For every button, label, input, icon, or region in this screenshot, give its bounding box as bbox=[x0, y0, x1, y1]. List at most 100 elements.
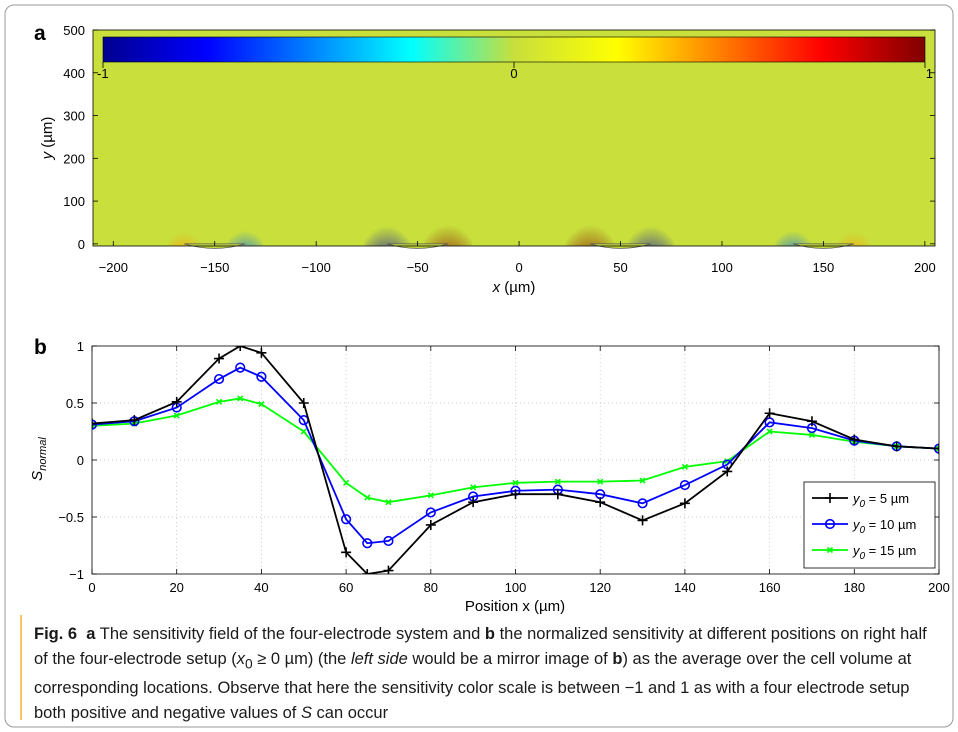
marker-x bbox=[554, 478, 561, 485]
marker-circle bbox=[341, 514, 352, 525]
heatmap-x-tick-label: −200 bbox=[99, 260, 128, 275]
line-chart-series bbox=[92, 346, 939, 574]
marker-plus bbox=[171, 396, 182, 407]
marker-x bbox=[215, 398, 223, 405]
caption-text-1: The sensitivity field of the four-electr… bbox=[95, 625, 485, 643]
caption-left-side: left side bbox=[350, 650, 408, 668]
heatmap-x-tick-label: −150 bbox=[200, 260, 229, 275]
marker-plus bbox=[425, 519, 436, 530]
marker-circle bbox=[235, 362, 246, 373]
heatmap-hotspot bbox=[837, 220, 871, 246]
colorbar-tick-label: 1 bbox=[926, 66, 933, 81]
line-chart-x-tick-label: 0 bbox=[88, 580, 95, 595]
heatmap-hotspot bbox=[775, 217, 811, 246]
marker-circle bbox=[679, 479, 691, 491]
marker-plus bbox=[552, 489, 563, 500]
line-chart-x-tick-label: 40 bbox=[254, 580, 268, 595]
marker-plus bbox=[235, 346, 246, 351]
marker-x bbox=[300, 428, 307, 435]
marker-x bbox=[470, 484, 477, 491]
line-chart-y-tick-label: 1 bbox=[77, 339, 84, 354]
marker-plus bbox=[298, 398, 309, 408]
marker-plus bbox=[129, 415, 140, 426]
series-line bbox=[92, 366, 939, 545]
heatmap-x-tick-label: −100 bbox=[302, 260, 331, 275]
marker-x bbox=[597, 478, 604, 485]
marker-x bbox=[935, 445, 939, 452]
marker-circle bbox=[92, 419, 98, 430]
line-chart-y-tick-label: −0.5 bbox=[58, 510, 84, 525]
marker-x bbox=[258, 401, 265, 408]
marker-circle bbox=[824, 518, 836, 530]
marker-plus bbox=[510, 489, 521, 500]
marker-x bbox=[385, 499, 392, 506]
panel-b: b 0 20 40 60 80 100 120 140 160 180 200 1 0.5 0 −0.5 −… bbox=[29, 336, 950, 615]
colorbar-labels: -1 0 1 bbox=[97, 62, 933, 81]
legend-entry-label: y0 = 5 µm bbox=[852, 491, 909, 510]
marker-plus bbox=[764, 408, 775, 419]
panel-a-label: a bbox=[34, 22, 46, 45]
marker-plus bbox=[679, 498, 690, 509]
heatmap-y-tick-label: 100 bbox=[63, 194, 85, 209]
heatmap-x-tick-label: 200 bbox=[914, 260, 936, 275]
line-chart-y-label: Snormal bbox=[29, 437, 49, 481]
heatmap-y-tick-label: 0 bbox=[78, 237, 85, 252]
marker-x bbox=[681, 463, 688, 470]
series-1 bbox=[92, 346, 939, 574]
marker-plus bbox=[214, 353, 225, 364]
heatmap-x-tick-label: 0 bbox=[515, 260, 522, 275]
marker-x bbox=[173, 412, 180, 419]
caption-fig-label: Fig. 6 bbox=[34, 625, 78, 643]
figure-caption: Fig. 6 a The sensitivity field of the fo… bbox=[34, 622, 934, 726]
heatmap-hotspot bbox=[364, 208, 410, 246]
panel-border bbox=[4, 4, 954, 728]
line-chart-x-ticks: 0 20 40 60 80 100 120 140 160 180 200 bbox=[88, 346, 950, 595]
heatmap-y-tick-label: 200 bbox=[63, 151, 85, 166]
marker-plus bbox=[256, 347, 267, 358]
heatmap-hotspots bbox=[168, 205, 871, 246]
line-chart-y-tick-label: −1 bbox=[69, 567, 84, 582]
heatmap-x-tick-label: 150 bbox=[813, 260, 835, 275]
colorbar bbox=[102, 36, 926, 63]
marker-x bbox=[364, 494, 371, 501]
marker-x bbox=[427, 492, 434, 499]
line-chart-x-tick-label: 100 bbox=[505, 580, 527, 595]
line-chart-x-tick-label: 60 bbox=[339, 580, 353, 595]
line-chart-y-tick-label: 0 bbox=[77, 453, 84, 468]
marker-plus bbox=[92, 418, 97, 429]
caption-b-label-2: b bbox=[612, 650, 623, 668]
caption-x-subscript: 0 bbox=[244, 656, 253, 672]
marker-x bbox=[512, 479, 519, 486]
marker-plus bbox=[468, 497, 479, 508]
marker-plus bbox=[825, 493, 835, 503]
line-chart-x-tick-label: 160 bbox=[759, 580, 781, 595]
marker-x bbox=[766, 428, 773, 435]
heatmap-y-tick-label: 300 bbox=[63, 109, 85, 124]
line-chart-x-tick-label: 140 bbox=[674, 580, 696, 595]
marker-plus bbox=[806, 416, 817, 427]
caption-a-label: a bbox=[86, 625, 96, 643]
marker-plus bbox=[934, 443, 939, 454]
line-chart-x-tick-label: 20 bbox=[169, 580, 183, 595]
marker-plus bbox=[362, 569, 373, 574]
heatmap-y-label: y (µm) bbox=[39, 117, 56, 161]
heatmap-x-tick-label: −50 bbox=[407, 260, 429, 275]
marker-plus bbox=[891, 441, 902, 452]
marker-plus bbox=[595, 497, 606, 508]
caption-text-2: the normalized sensitivity at different … bbox=[34, 625, 927, 668]
heatmap-hotspot bbox=[227, 217, 263, 246]
marker-circle bbox=[425, 507, 436, 518]
heatmap-hotspot bbox=[566, 205, 615, 246]
marker-x bbox=[343, 479, 350, 486]
marker-circle bbox=[213, 373, 225, 385]
legend-entry-label: y0 = 15 µm bbox=[852, 543, 916, 562]
series-3 bbox=[92, 395, 939, 506]
line-chart-y-ticks: 1 0.5 0 −0.5 −1 bbox=[58, 339, 939, 582]
colorbar-tick-label: 0 bbox=[510, 66, 517, 81]
heatmap-x-label: x (µm) bbox=[492, 279, 536, 296]
heatmap-y-ticks: 0 100 200 300 400 500 bbox=[63, 23, 935, 252]
marker-x bbox=[237, 395, 244, 402]
line-chart-x-tick-label: 80 bbox=[424, 580, 438, 595]
line-chart-x-tick-label: 120 bbox=[589, 580, 611, 595]
marker-plus bbox=[383, 565, 394, 574]
